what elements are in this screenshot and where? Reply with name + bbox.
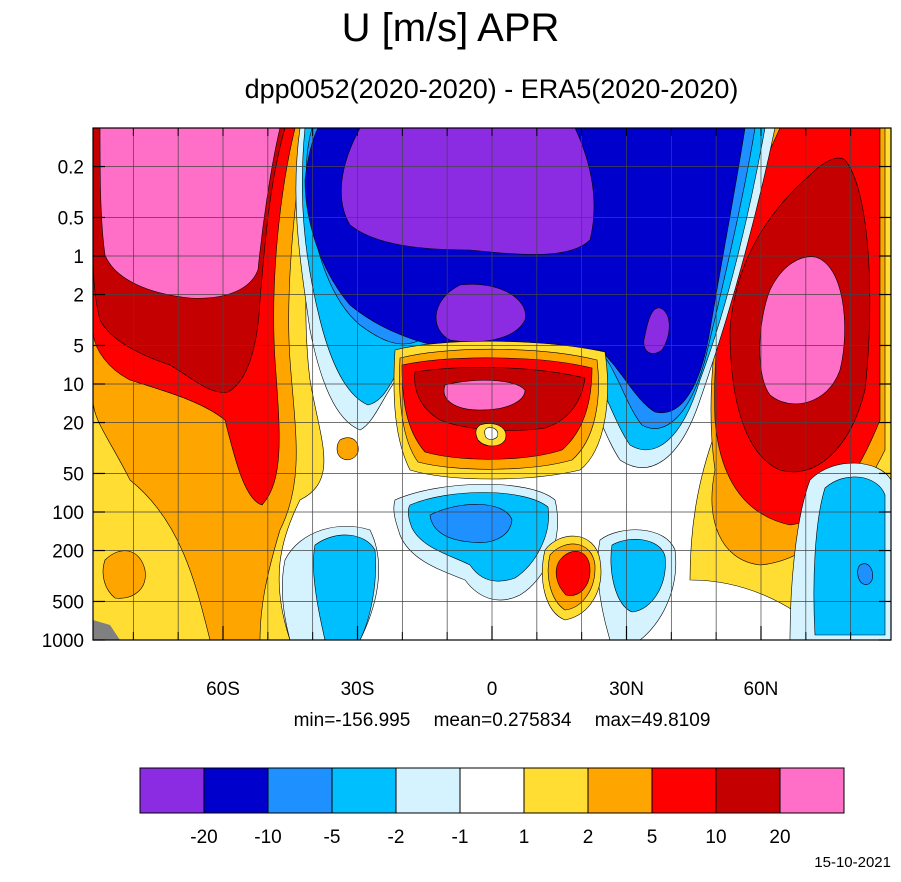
y-tick-label: 200 xyxy=(52,542,84,563)
colorbar-swatch xyxy=(715,767,781,814)
gridlines xyxy=(93,128,891,640)
y-tick-label: 20 xyxy=(63,414,84,435)
colorbar-swatch xyxy=(523,767,589,814)
colorbar-label: 5 xyxy=(647,827,658,848)
contour-region-left-spot xyxy=(336,437,359,461)
contour-region-trop-neg-2b xyxy=(313,534,376,640)
chart-subtitle: dpp0052(2020-2020) - ERA5(2020-2020) xyxy=(244,74,739,104)
contour-region-neg-20b xyxy=(435,283,526,343)
y-tick-label: 100 xyxy=(52,503,84,524)
colorbar-swatch xyxy=(459,767,525,814)
contour-region-eq-core-white xyxy=(484,427,499,440)
y-tick-label: 2 xyxy=(73,286,84,307)
colorbar-swatch xyxy=(779,767,845,814)
colorbar-swatch xyxy=(331,767,397,814)
colorbar-label: -1 xyxy=(452,827,469,848)
x-tick-label: 0 xyxy=(487,679,498,700)
colorbar-label: 2 xyxy=(583,827,594,848)
missing-data-region xyxy=(93,620,120,640)
colorbar-swatch xyxy=(395,767,461,814)
contour-region-neg-20c xyxy=(643,307,670,354)
colorbar-label: 10 xyxy=(705,827,726,848)
stat-min: min=-156.995 xyxy=(293,710,411,731)
y-axis: 0.2 0.5 1 2 5 10 20 50 100 200 500 1000 xyxy=(42,158,891,652)
colorbar-swatch xyxy=(139,767,205,814)
contour-region-trop-neg-2d xyxy=(813,476,886,636)
chart-title: U [m/s] APR xyxy=(341,6,560,50)
colorbar-swatch xyxy=(651,767,717,814)
colorbar-swatch xyxy=(203,767,269,814)
y-tick-label: 1 xyxy=(73,247,84,268)
x-tick-label: 60N xyxy=(744,679,779,700)
y-tick-label: 50 xyxy=(63,464,84,485)
colorbar-swatch xyxy=(587,767,653,814)
y-tick-label: 5 xyxy=(73,336,84,357)
colorbar-label: -20 xyxy=(190,827,217,848)
contour-field xyxy=(93,128,891,640)
contour-region-trop-neg-5d xyxy=(857,563,873,585)
date-stamp: 15-10-2021 xyxy=(814,854,891,871)
y-tick-label: 500 xyxy=(52,592,84,613)
contour-region-trop-neg-2c xyxy=(610,539,666,613)
colorbar-label: -10 xyxy=(254,827,281,848)
colorbar-label: 1 xyxy=(519,827,530,848)
colorbar: -20 -10 -5 -2 -1 1 2 5 10 20 xyxy=(139,767,845,848)
x-tick-label: 30S xyxy=(341,679,375,700)
stat-mean: mean=0.275834 xyxy=(433,710,572,731)
x-tick-label: 30N xyxy=(609,679,644,700)
contour-region-neg-20a xyxy=(341,128,595,255)
contour-region-left-max xyxy=(99,128,281,299)
contour-region-left-lower-5 xyxy=(102,550,146,599)
contour-region-pos-max xyxy=(759,256,845,405)
colorbar-label: -5 xyxy=(324,827,341,848)
x-axis: 60S 30S 0 30N 60N xyxy=(132,128,852,700)
y-tick-label: 0.5 xyxy=(58,208,84,229)
contour-region-trop-neg-5a xyxy=(429,504,513,543)
colorbar-swatch xyxy=(267,767,333,814)
stat-max: max=49.8109 xyxy=(594,710,711,731)
colorbar-label: 20 xyxy=(769,827,790,848)
y-tick-label: 1000 xyxy=(42,631,84,652)
colorbar-label: -2 xyxy=(388,827,405,848)
y-tick-label: 0.2 xyxy=(58,158,84,179)
y-tick-label: 10 xyxy=(63,375,84,396)
contour-region-eq-max xyxy=(443,379,526,411)
summary-stats: min=-156.995 mean=0.275834 max=49.8109 xyxy=(0,710,901,732)
x-tick-label: 60S xyxy=(206,679,240,700)
